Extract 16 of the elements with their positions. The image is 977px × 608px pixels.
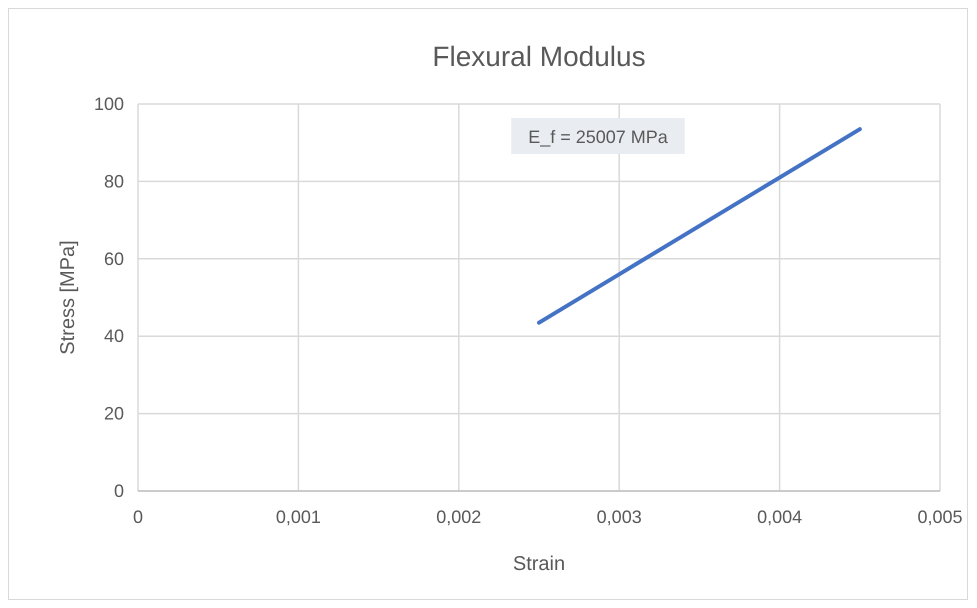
x-tick-label: 0 xyxy=(132,507,144,527)
x-tick-label: 0,003 xyxy=(596,507,642,527)
y-tick-label: 80 xyxy=(104,171,124,192)
y-tick-label: 100 xyxy=(94,94,124,114)
x-tick-label: 0,004 xyxy=(757,507,802,527)
y-axis-title: Stress [MPa] xyxy=(57,240,79,355)
x-tick-label: 0,002 xyxy=(436,507,482,527)
y-tick-label: 0 xyxy=(114,481,124,501)
chart-title: Flexural Modulus xyxy=(432,41,646,72)
y-tick-label: 40 xyxy=(104,326,124,346)
x-axis-title: Strain xyxy=(512,553,566,575)
annotation: E_f = 25007 MPa xyxy=(528,127,669,147)
x-tick-label: 0,001 xyxy=(276,507,321,527)
y-tick-label: 60 xyxy=(104,248,124,269)
x-tick-label: 0,005 xyxy=(917,507,963,527)
y-tick-label: 20 xyxy=(104,404,124,424)
